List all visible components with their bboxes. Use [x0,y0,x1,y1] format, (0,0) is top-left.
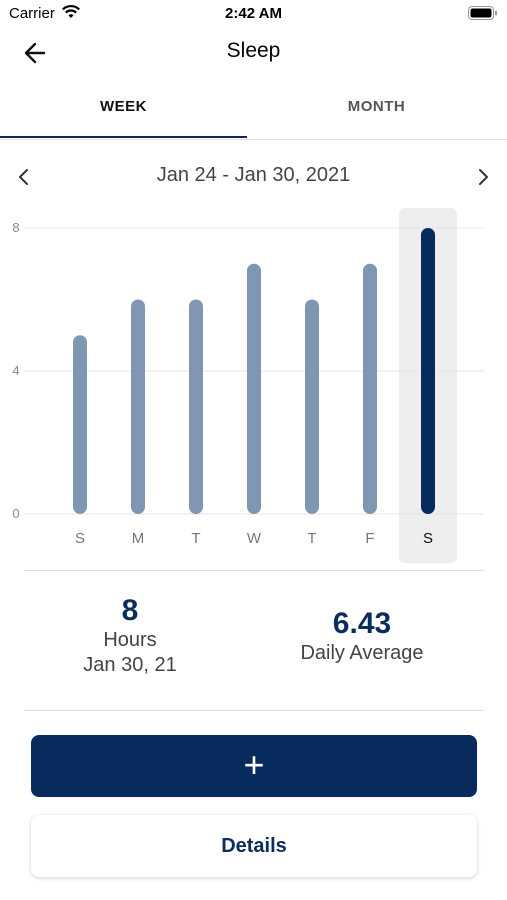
bar-3 [247,263,261,514]
arrow-left-icon [24,42,46,64]
date-navigator: Jan 24 - Jan 30, 2021 [0,160,507,194]
y-tick-label: 0 [12,506,19,521]
x-tick-label: T [307,530,316,547]
daily-average-value: 6.43 [332,607,392,640]
back-button[interactable] [18,38,52,68]
x-tick-label: S [75,530,85,547]
daily-average-label: Daily Average [300,642,424,664]
tab-month[interactable]: MONTH [347,98,406,115]
chevron-right-icon [479,169,488,185]
divider-top [24,570,484,571]
daily-average-stat: 6.43 Daily Average [262,607,462,666]
page-title: Sleep [226,39,281,62]
selected-hours-unit: Hours [103,629,157,651]
bar-5 [363,263,377,514]
bar-2 [189,299,203,514]
x-tick-label: S [423,530,433,547]
sleep-bar-chart: 0 4 8 S M T W T F S [12,208,484,563]
bar-1 [131,299,145,514]
tab-week[interactable]: WEEK [0,84,247,138]
status-bar: Carrier 2:42 AM [0,0,507,28]
date-range-label: Jan 24 - Jan 30, 2021 [156,164,351,186]
x-tick-label: T [191,530,200,547]
details-button[interactable]: Details [31,815,477,877]
y-tick-label: 8 [12,220,19,235]
chevron-left-icon [19,169,28,185]
add-sleep-button[interactable]: + [31,735,477,797]
x-tick-label: M [132,530,145,547]
bar-0 [73,335,87,514]
plus-icon: + [243,744,265,785]
selected-hours-value: 8 [121,594,139,627]
battery-icon [468,6,497,20]
bar-4 [305,299,319,514]
x-tick-label: F [365,530,374,547]
next-week-button[interactable] [469,162,497,192]
sleep-chart: 0 4 8 S M T W T F S [0,200,507,570]
selected-date: Jan 30, 21 [83,654,177,676]
divider-bottom [24,710,484,711]
tab-bar: WEEK MONTH [0,84,507,140]
details-label: Details [221,835,287,857]
x-tick-label: W [247,530,262,547]
bar-6 [421,228,435,514]
previous-week-button[interactable] [10,162,38,192]
wifi-icon [62,5,80,18]
status-time: 2:42 AM [225,5,282,22]
y-tick-label: 4 [12,363,19,378]
nav-bar: Sleep [0,28,507,78]
selected-day-stat: 8 Hours Jan 30, 21 [30,594,230,678]
carrier-label: Carrier [9,5,55,22]
